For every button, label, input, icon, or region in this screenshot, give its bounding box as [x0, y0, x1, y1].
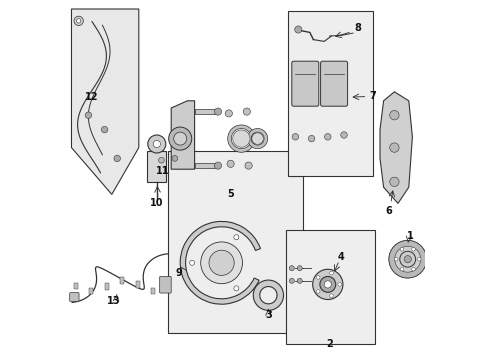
Circle shape: [76, 19, 81, 23]
Wedge shape: [253, 280, 284, 310]
Circle shape: [390, 143, 399, 152]
Bar: [120, 277, 124, 284]
Circle shape: [390, 177, 399, 186]
Circle shape: [289, 278, 294, 283]
Text: 10: 10: [150, 198, 164, 208]
Text: 1: 1: [407, 231, 413, 241]
Circle shape: [297, 278, 302, 283]
FancyBboxPatch shape: [147, 151, 166, 182]
Circle shape: [341, 132, 347, 138]
Text: 13: 13: [107, 296, 121, 306]
Circle shape: [172, 156, 178, 161]
Bar: [136, 281, 140, 288]
Circle shape: [400, 247, 404, 251]
Circle shape: [85, 112, 92, 118]
Circle shape: [292, 134, 298, 140]
Circle shape: [114, 155, 121, 162]
Text: 8: 8: [354, 23, 361, 33]
Bar: [286, 230, 374, 344]
FancyBboxPatch shape: [320, 61, 347, 106]
Bar: [89, 288, 94, 294]
Circle shape: [320, 276, 336, 292]
Text: 9: 9: [175, 268, 182, 278]
Polygon shape: [171, 101, 195, 169]
Circle shape: [190, 260, 195, 265]
Text: 6: 6: [385, 206, 392, 216]
FancyBboxPatch shape: [292, 61, 319, 106]
Circle shape: [404, 256, 411, 263]
Bar: [151, 288, 155, 294]
Circle shape: [252, 133, 263, 144]
Bar: [74, 283, 78, 289]
Circle shape: [233, 130, 250, 147]
Circle shape: [330, 294, 333, 297]
Text: 2: 2: [326, 339, 333, 349]
Circle shape: [289, 266, 294, 271]
Wedge shape: [247, 129, 268, 149]
Bar: [195, 109, 218, 114]
Circle shape: [215, 162, 221, 169]
Text: 4: 4: [338, 252, 345, 262]
Circle shape: [234, 286, 239, 291]
Text: 11: 11: [155, 166, 169, 176]
Circle shape: [330, 271, 333, 275]
Circle shape: [324, 134, 331, 140]
Circle shape: [74, 16, 83, 26]
Bar: [168, 151, 303, 333]
Bar: [195, 163, 218, 168]
Circle shape: [412, 247, 416, 251]
Polygon shape: [380, 92, 413, 203]
Circle shape: [313, 269, 343, 300]
FancyBboxPatch shape: [160, 276, 171, 293]
Wedge shape: [180, 221, 261, 304]
Circle shape: [308, 135, 315, 142]
Circle shape: [324, 281, 331, 288]
Wedge shape: [389, 240, 426, 278]
Circle shape: [148, 135, 166, 153]
Circle shape: [245, 162, 252, 169]
Bar: [104, 283, 109, 290]
Text: 5: 5: [227, 189, 234, 199]
Bar: [288, 11, 373, 176]
Circle shape: [101, 126, 108, 133]
Circle shape: [225, 110, 232, 117]
Circle shape: [317, 276, 320, 279]
Circle shape: [243, 108, 250, 115]
Circle shape: [390, 111, 399, 120]
Circle shape: [209, 250, 234, 275]
Polygon shape: [72, 9, 139, 194]
Text: 12: 12: [85, 92, 98, 102]
Circle shape: [234, 235, 239, 240]
Circle shape: [153, 140, 160, 148]
Wedge shape: [228, 125, 255, 152]
Circle shape: [400, 251, 416, 267]
Circle shape: [294, 26, 302, 33]
Circle shape: [215, 108, 221, 115]
Text: 3: 3: [265, 310, 272, 320]
Circle shape: [417, 257, 421, 261]
Circle shape: [169, 127, 192, 150]
Circle shape: [227, 160, 234, 167]
Circle shape: [174, 132, 187, 145]
Circle shape: [338, 283, 342, 286]
FancyBboxPatch shape: [70, 293, 79, 301]
Circle shape: [412, 267, 416, 271]
Circle shape: [394, 257, 398, 261]
Circle shape: [159, 157, 164, 163]
Circle shape: [317, 289, 320, 293]
Circle shape: [297, 266, 302, 271]
Circle shape: [400, 267, 404, 271]
Circle shape: [201, 242, 243, 284]
Circle shape: [389, 240, 426, 278]
Text: 7: 7: [369, 91, 376, 102]
